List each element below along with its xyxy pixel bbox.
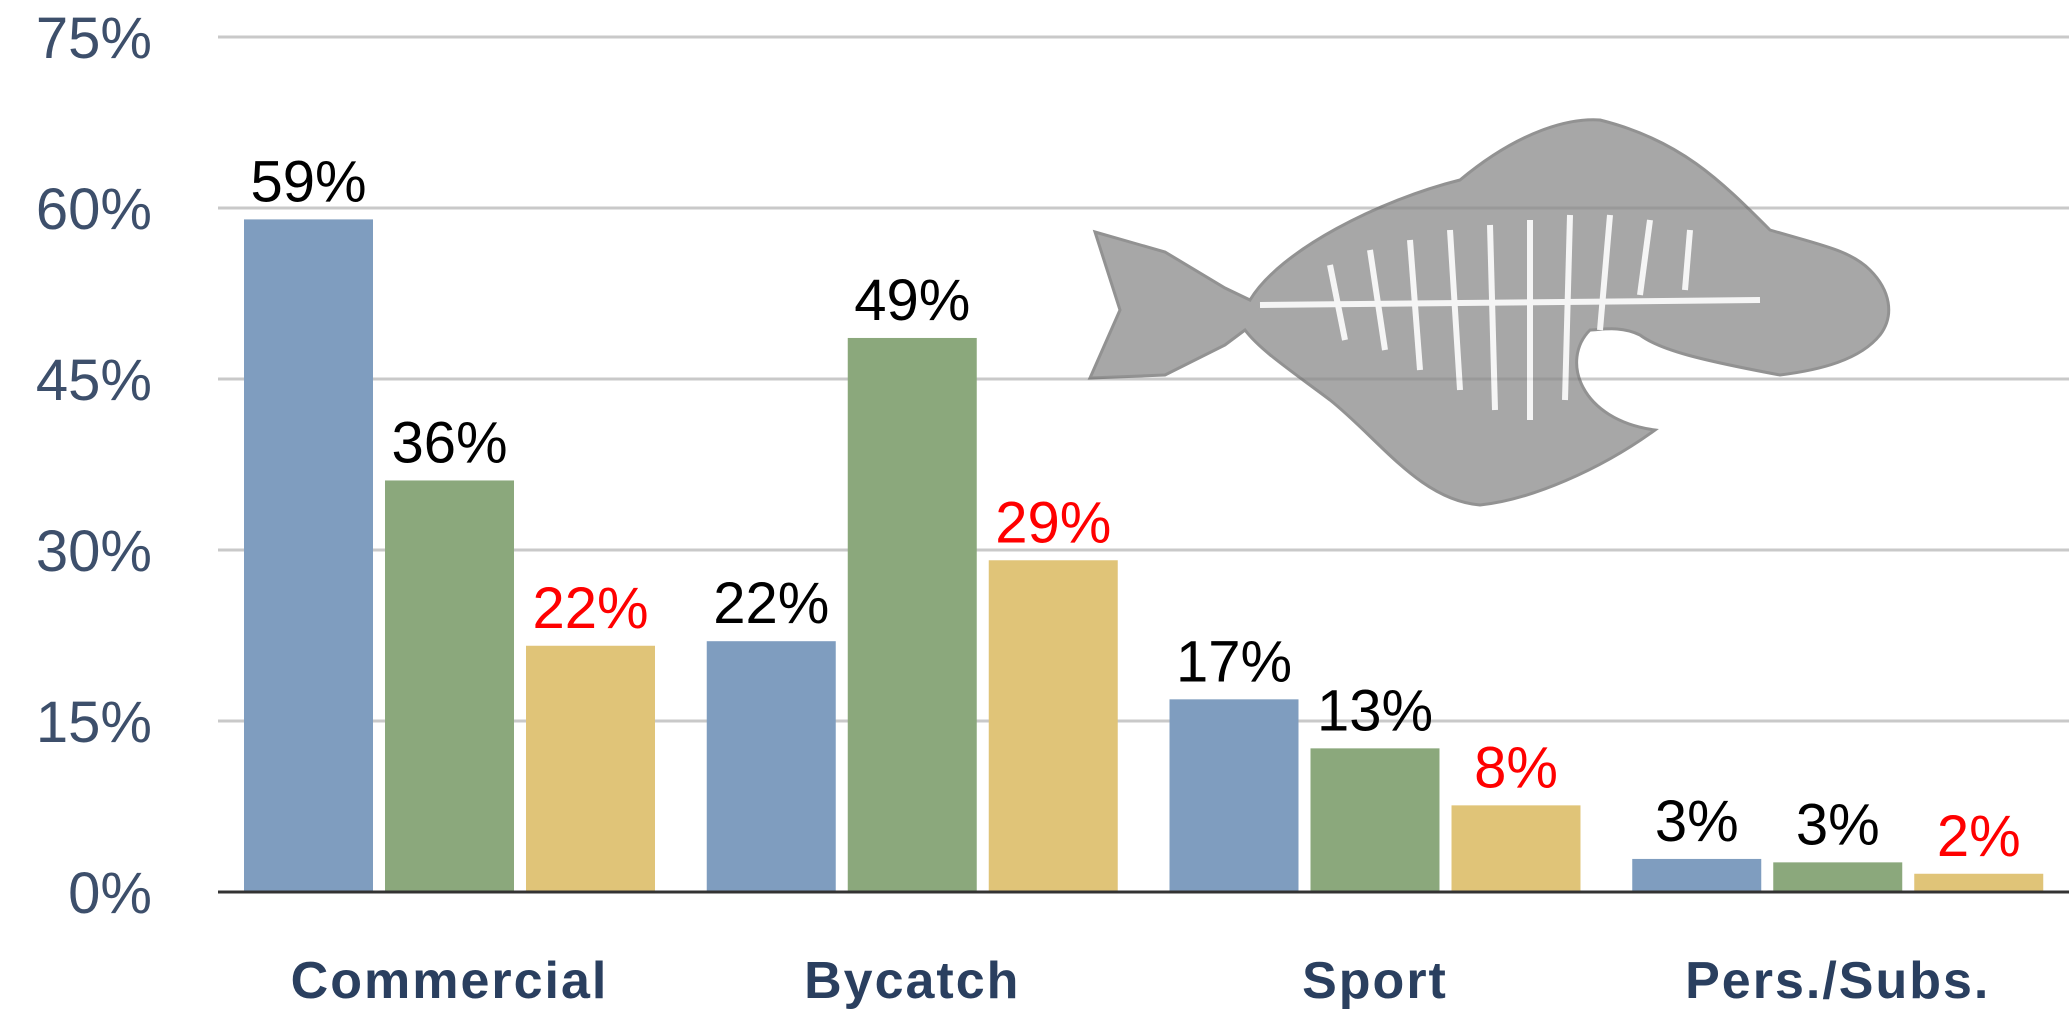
bar	[988, 560, 1118, 892]
bar	[1914, 873, 2044, 892]
y-tick-label: 15%	[36, 690, 152, 755]
value-label: 59%	[250, 149, 366, 214]
value-label: 3%	[1655, 789, 1739, 854]
fish-shape	[1087, 118, 1891, 507]
y-tick-label: 45%	[36, 348, 152, 413]
bar	[1310, 748, 1440, 892]
bar	[385, 480, 514, 892]
bar	[847, 337, 977, 893]
fish-illustration	[1087, 118, 1891, 507]
value-label: 3%	[1796, 792, 1880, 857]
value-label: 49%	[854, 268, 970, 333]
bar	[1451, 805, 1581, 892]
value-label: 17%	[1176, 629, 1292, 694]
y-tick-label: 30%	[36, 519, 152, 584]
value-label: 22%	[532, 576, 648, 641]
bar	[526, 645, 655, 892]
bar	[1773, 862, 1903, 892]
y-tick-label: 60%	[36, 177, 152, 242]
bar	[1169, 699, 1299, 892]
fish-bones	[1259, 214, 1761, 420]
x-tick-label: Commercial	[291, 952, 609, 1010]
bar	[244, 219, 373, 892]
value-label: 13%	[1317, 678, 1433, 743]
bar	[1632, 858, 1762, 892]
value-label: 22%	[713, 571, 829, 636]
value-label: 29%	[995, 490, 1111, 555]
bar	[706, 641, 836, 892]
value-label: 2%	[1937, 804, 2021, 869]
x-tick-label: Bycatch	[804, 952, 1020, 1010]
value-label: 36%	[391, 410, 507, 475]
value-label: 8%	[1474, 735, 1558, 800]
x-tick-label: Pers./Subs.	[1685, 952, 1990, 1010]
y-tick-label: 0%	[68, 861, 152, 926]
x-tick-label: Sport	[1302, 952, 1448, 1010]
y-tick-label: 75%	[36, 6, 152, 71]
